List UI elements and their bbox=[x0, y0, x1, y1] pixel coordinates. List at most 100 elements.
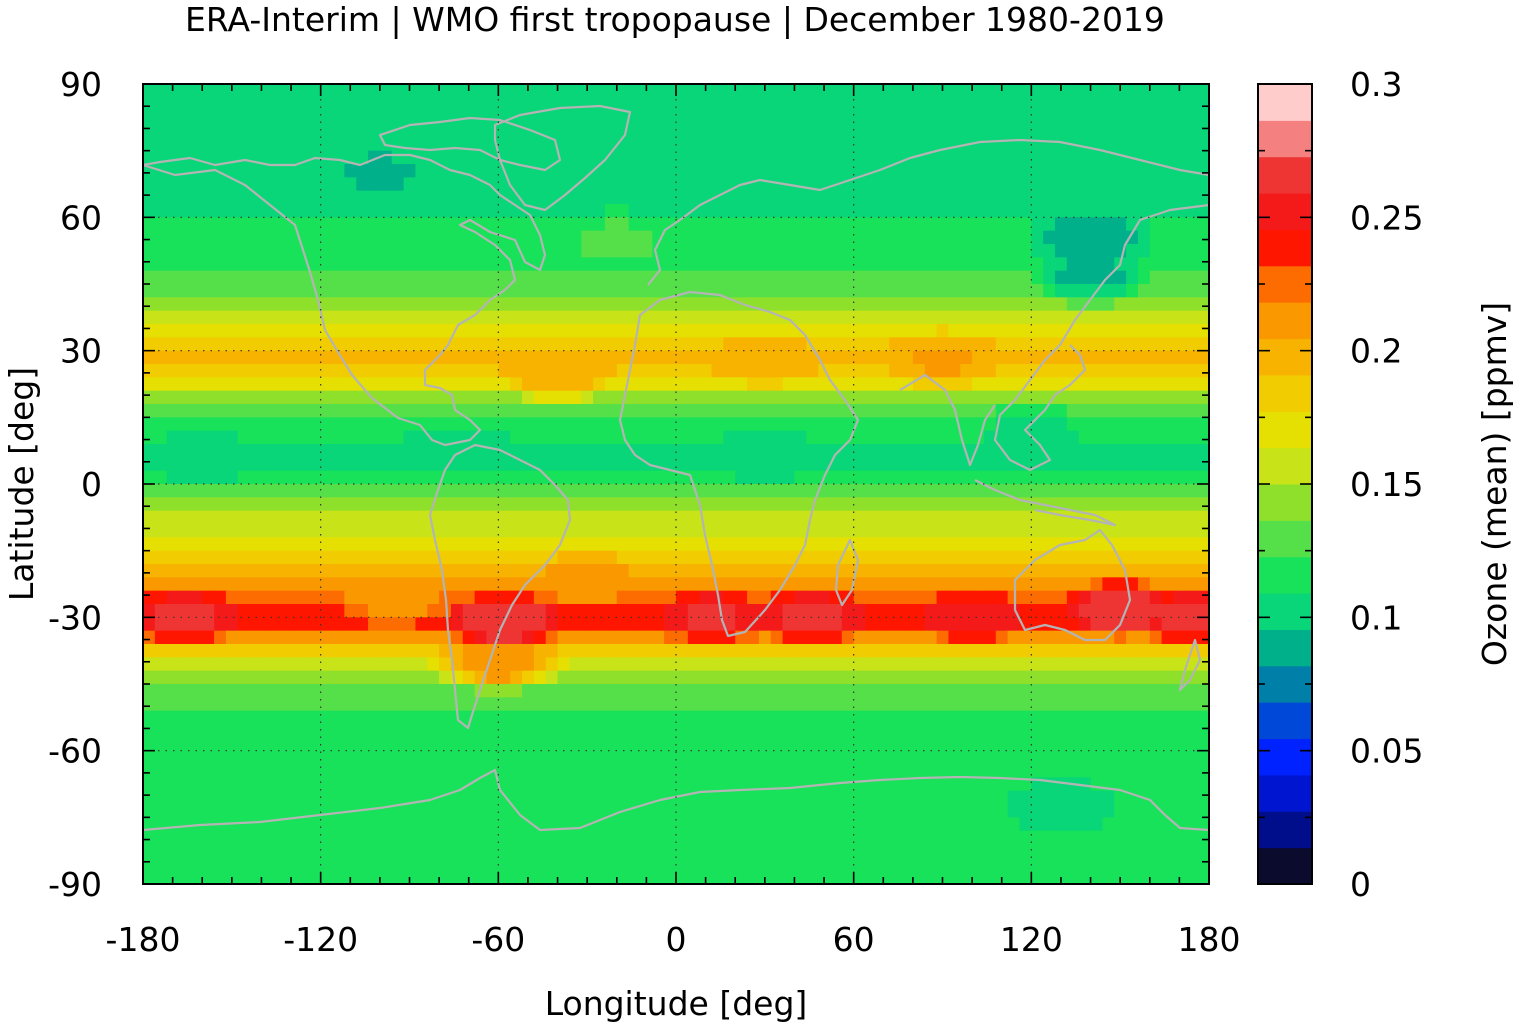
heatmap-cell bbox=[261, 377, 274, 392]
heatmap-cell bbox=[640, 310, 653, 325]
heatmap-cell bbox=[581, 257, 594, 272]
heatmap-cell bbox=[332, 697, 345, 712]
heatmap-cell bbox=[368, 257, 381, 272]
heatmap-cell bbox=[1019, 190, 1032, 205]
heatmap-cell bbox=[1161, 604, 1175, 618]
heatmap-cell bbox=[1197, 670, 1209, 685]
heatmap-cell bbox=[237, 190, 251, 205]
heatmap-cell bbox=[1161, 590, 1175, 605]
heatmap-cell bbox=[474, 190, 488, 205]
heatmap-cell bbox=[344, 137, 357, 152]
heatmap-cell bbox=[747, 630, 760, 645]
heatmap-cell bbox=[1078, 84, 1092, 98]
heatmap-cell bbox=[379, 164, 393, 178]
heatmap-cell bbox=[912, 404, 926, 418]
heatmap-cell bbox=[676, 230, 689, 245]
heatmap-cell bbox=[143, 217, 156, 232]
heatmap-cell bbox=[593, 124, 606, 138]
heatmap-cell bbox=[344, 444, 357, 458]
heatmap-cell bbox=[320, 497, 334, 512]
heatmap-cell bbox=[581, 204, 594, 218]
heatmap-cell bbox=[995, 350, 1009, 365]
heatmap-cell bbox=[344, 590, 357, 605]
heatmap-cell bbox=[202, 470, 215, 485]
heatmap-cell bbox=[368, 497, 381, 512]
heatmap-cell bbox=[735, 217, 748, 232]
heatmap-cell bbox=[557, 310, 570, 325]
heatmap-cell bbox=[261, 777, 274, 792]
heatmap-cell bbox=[308, 204, 322, 218]
heatmap-cell bbox=[379, 790, 393, 805]
heatmap-cell bbox=[1149, 630, 1163, 645]
heatmap-cell bbox=[261, 790, 274, 805]
heatmap-cell bbox=[1019, 297, 1032, 312]
heatmap-cell bbox=[569, 724, 582, 738]
heatmap-cell bbox=[664, 337, 677, 352]
heatmap-cell bbox=[202, 190, 215, 205]
heatmap-cell bbox=[829, 497, 843, 512]
heatmap-cell bbox=[924, 270, 938, 285]
heatmap-cell bbox=[545, 764, 559, 778]
heatmap-cell bbox=[356, 750, 369, 765]
heatmap-cell bbox=[841, 137, 855, 152]
heatmap-cell bbox=[1043, 564, 1056, 578]
heatmap-cell bbox=[332, 164, 345, 178]
heatmap-cell bbox=[924, 324, 938, 338]
heatmap-cell bbox=[948, 644, 961, 658]
heatmap-cell bbox=[711, 430, 724, 445]
heatmap-cell bbox=[924, 430, 938, 445]
heatmap-cell bbox=[1197, 310, 1209, 325]
heatmap-cell bbox=[391, 630, 405, 645]
heatmap-cell bbox=[1114, 737, 1127, 752]
heatmap-cell bbox=[794, 457, 807, 472]
heatmap-cell bbox=[154, 257, 168, 272]
heatmap-cell bbox=[581, 110, 594, 125]
heatmap-cell bbox=[758, 390, 772, 405]
heatmap-cell bbox=[652, 364, 665, 378]
heatmap-cell bbox=[1007, 257, 1021, 272]
heatmap-cell bbox=[498, 364, 511, 378]
heatmap-cell bbox=[261, 617, 274, 632]
heatmap-cell bbox=[415, 777, 428, 792]
heatmap-cell bbox=[889, 644, 902, 658]
heatmap-cell bbox=[936, 190, 950, 205]
heatmap-cell bbox=[166, 364, 180, 378]
heatmap-cell bbox=[1055, 764, 1068, 778]
heatmap-cell bbox=[308, 790, 322, 805]
heatmap-cell bbox=[616, 697, 630, 712]
heatmap-cell bbox=[924, 524, 938, 538]
heatmap-cell bbox=[889, 324, 902, 338]
heatmap-cell bbox=[450, 817, 464, 832]
heatmap-cell bbox=[427, 177, 440, 192]
heatmap-cell bbox=[285, 697, 298, 712]
heatmap-cell bbox=[202, 617, 215, 632]
heatmap-cell bbox=[782, 324, 796, 338]
heatmap-cell bbox=[237, 804, 251, 818]
heatmap-cell bbox=[1102, 297, 1115, 312]
heatmap-cell bbox=[190, 497, 203, 512]
heatmap-cell bbox=[569, 630, 582, 645]
heatmap-cell bbox=[960, 804, 973, 818]
heatmap-cell bbox=[995, 364, 1009, 378]
heatmap-cell bbox=[1197, 710, 1209, 725]
heatmap-cell bbox=[1031, 177, 1044, 192]
heatmap-cell bbox=[1185, 537, 1198, 552]
heatmap-cell bbox=[794, 97, 807, 112]
heatmap-cell bbox=[794, 217, 807, 232]
heatmap-cell bbox=[818, 510, 831, 525]
heatmap-cell bbox=[687, 457, 701, 472]
heatmap-cell bbox=[699, 404, 713, 418]
heatmap-cell bbox=[841, 630, 855, 645]
heatmap-cell bbox=[1197, 630, 1209, 645]
heatmap-cell bbox=[652, 630, 665, 645]
heatmap-cell bbox=[1149, 564, 1163, 578]
heatmap-cell bbox=[723, 390, 736, 405]
heatmap-cell bbox=[593, 444, 606, 458]
heatmap-cell bbox=[758, 124, 772, 138]
heatmap-cell bbox=[166, 684, 180, 698]
heatmap-cell bbox=[498, 270, 511, 285]
heatmap-cell bbox=[1007, 537, 1021, 552]
heatmap-cell bbox=[936, 284, 950, 298]
heatmap-cell bbox=[687, 630, 701, 645]
heatmap-cell bbox=[1161, 270, 1175, 285]
